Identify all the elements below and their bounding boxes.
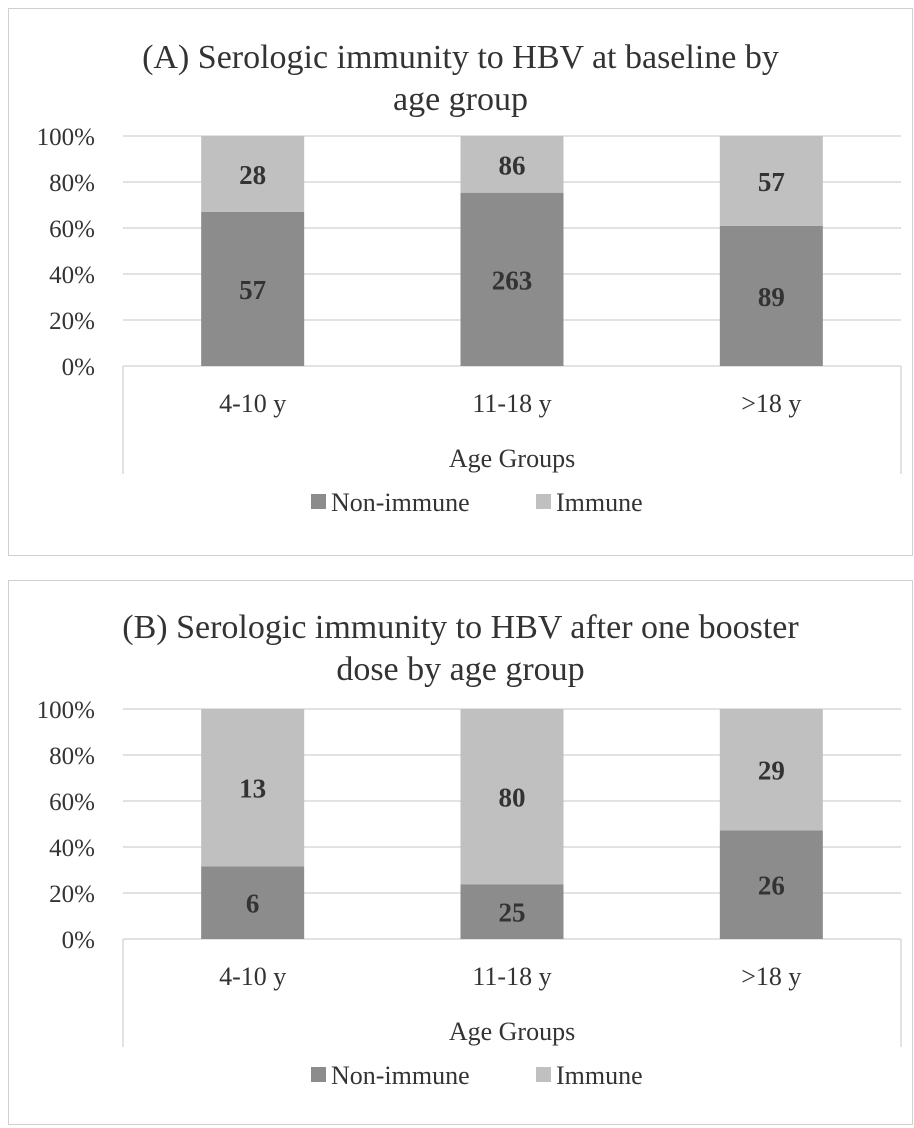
y-tick-label: 20% bbox=[49, 308, 95, 335]
data-label-immune: 80 bbox=[499, 783, 526, 813]
y-tick-label: 100% bbox=[37, 697, 95, 724]
y-tick-label: 0% bbox=[62, 927, 95, 954]
data-label-immune: 28 bbox=[239, 160, 266, 190]
data-label-non-immune: 57 bbox=[239, 275, 266, 305]
y-tick-label: 40% bbox=[49, 262, 95, 289]
data-label-immune: 29 bbox=[758, 756, 785, 786]
y-tick-label: 100% bbox=[37, 124, 95, 151]
legend-label: Immune bbox=[556, 488, 643, 517]
x-tick-label: 4-10 y bbox=[219, 962, 286, 991]
y-tick-label: 40% bbox=[49, 835, 95, 862]
data-label-immune: 13 bbox=[239, 774, 266, 804]
x-tick-label: 4-10 y bbox=[219, 389, 286, 418]
chart-title: (A) Serologic immunity to HBV at baselin… bbox=[9, 37, 912, 121]
chart-panel-a: (A) Serologic immunity to HBV at baselin… bbox=[8, 8, 913, 556]
legend-swatch bbox=[311, 1067, 326, 1082]
bar-segment-non-immune bbox=[460, 192, 564, 366]
bar-segment-immune bbox=[201, 136, 305, 212]
legend-item-non-immune: Non-immune bbox=[311, 1061, 470, 1090]
legend-item-non-immune: Non-immune bbox=[311, 488, 470, 517]
legend-swatch bbox=[311, 494, 326, 509]
x-tick-label: 11-18 y bbox=[472, 962, 551, 991]
legend-swatch bbox=[536, 1067, 551, 1082]
chart-title-line-1: (B) Serologic immunity to HBV after one … bbox=[122, 609, 799, 646]
bar-segment-non-immune bbox=[460, 884, 564, 939]
stacked-bar-chart-a: 0% 20% 40% 60% 80% 100% 57 28 4-10 y 263 86 11-18 y… bbox=[37, 124, 902, 517]
x-axis-title: Age Groups bbox=[449, 444, 575, 473]
bar-segment-non-immune bbox=[719, 225, 823, 366]
y-tick-label: 80% bbox=[49, 743, 95, 770]
stacked-bar-chart-b: 0% 20% 40% 60% 80% 100% 6 13 4-10 y 25 80 11-18 y 26… bbox=[37, 697, 902, 1090]
legend-label: Non-immune bbox=[331, 1061, 470, 1090]
data-label-non-immune: 6 bbox=[246, 889, 260, 919]
legend-item-immune: Immune bbox=[536, 1061, 643, 1090]
legend-label: Immune bbox=[556, 1061, 643, 1090]
bar-segment-non-immune bbox=[719, 830, 823, 939]
legend-item-immune: Immune bbox=[536, 488, 643, 517]
legend-label: Non-immune bbox=[331, 488, 470, 517]
chart-panel-b: (B) Serologic immunity to HBV after one … bbox=[8, 580, 913, 1125]
chart-title-line-1: (A) Serologic immunity to HBV at baselin… bbox=[142, 39, 779, 76]
x-tick-label: >18 y bbox=[741, 962, 801, 991]
bar-segment-immune bbox=[201, 709, 305, 867]
bar-segment-immune bbox=[719, 136, 823, 226]
x-axis-title: Age Groups bbox=[449, 1017, 575, 1046]
bar-segment-immune bbox=[719, 709, 823, 831]
y-tick-label: 80% bbox=[49, 170, 95, 197]
y-tick-label: 60% bbox=[49, 216, 95, 243]
x-tick-label: 11-18 y bbox=[472, 389, 551, 418]
legend-swatch bbox=[536, 494, 551, 509]
data-label-non-immune: 26 bbox=[758, 871, 785, 901]
bar-segment-immune bbox=[460, 709, 564, 885]
data-label-immune: 57 bbox=[758, 167, 785, 197]
data-label-non-immune: 25 bbox=[499, 898, 526, 928]
bar-segment-immune bbox=[460, 136, 564, 193]
x-tick-label: >18 y bbox=[741, 389, 801, 418]
chart-title-line-2: dose by age group bbox=[336, 651, 585, 688]
bar-segment-non-immune bbox=[201, 866, 305, 939]
y-tick-label: 60% bbox=[49, 789, 95, 816]
chart-title: (B) Serologic immunity to HBV after one … bbox=[9, 607, 912, 691]
data-label-non-immune: 89 bbox=[758, 282, 785, 312]
bar-segment-non-immune bbox=[201, 211, 305, 366]
data-label-non-immune: 263 bbox=[492, 265, 533, 295]
y-tick-label: 20% bbox=[49, 881, 95, 908]
chart-title-line-2: age group bbox=[392, 81, 528, 118]
y-tick-label: 0% bbox=[62, 354, 95, 381]
data-label-immune: 86 bbox=[499, 150, 526, 180]
